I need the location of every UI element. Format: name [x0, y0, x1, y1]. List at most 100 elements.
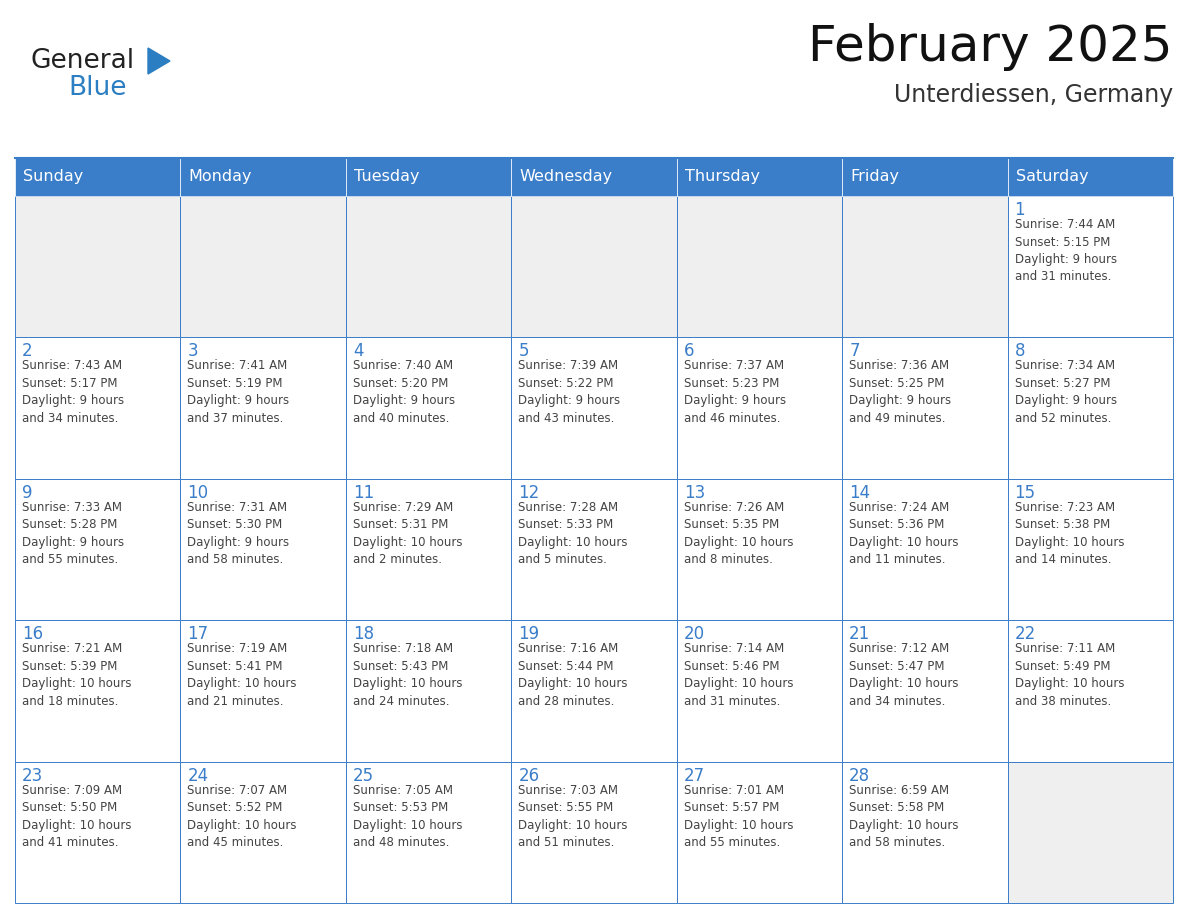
- Text: Daylight: 9 hours: Daylight: 9 hours: [188, 536, 290, 549]
- Text: Friday: Friday: [851, 170, 899, 185]
- Text: Daylight: 10 hours: Daylight: 10 hours: [353, 677, 462, 690]
- Text: 6: 6: [684, 342, 694, 361]
- Text: 1: 1: [1015, 201, 1025, 219]
- Text: 12: 12: [518, 484, 539, 502]
- Text: 27: 27: [684, 767, 704, 785]
- Text: Saturday: Saturday: [1016, 170, 1088, 185]
- Bar: [511, 479, 677, 621]
- Bar: [15, 338, 181, 479]
- Text: Daylight: 9 hours: Daylight: 9 hours: [1015, 253, 1117, 266]
- Text: Sunset: 5:33 PM: Sunset: 5:33 PM: [518, 519, 613, 532]
- Text: Sunset: 5:17 PM: Sunset: 5:17 PM: [23, 377, 118, 390]
- Text: Sunrise: 7:41 AM: Sunrise: 7:41 AM: [188, 360, 287, 373]
- Text: 11: 11: [353, 484, 374, 502]
- Text: Daylight: 10 hours: Daylight: 10 hours: [518, 819, 627, 832]
- Text: Daylight: 10 hours: Daylight: 10 hours: [518, 677, 627, 690]
- Text: Blue: Blue: [68, 75, 126, 101]
- Bar: [842, 158, 1007, 196]
- Bar: [842, 196, 1007, 338]
- Text: Sunrise: 7:34 AM: Sunrise: 7:34 AM: [1015, 360, 1114, 373]
- Text: Sunset: 5:52 PM: Sunset: 5:52 PM: [188, 801, 283, 814]
- Text: Sunset: 5:36 PM: Sunset: 5:36 PM: [849, 519, 944, 532]
- Text: and 11 minutes.: and 11 minutes.: [849, 554, 946, 566]
- Text: Tuesday: Tuesday: [354, 170, 419, 185]
- Bar: [346, 338, 511, 479]
- Bar: [1007, 338, 1173, 479]
- Bar: [842, 338, 1007, 479]
- Text: Daylight: 9 hours: Daylight: 9 hours: [518, 395, 620, 408]
- Bar: [181, 196, 346, 338]
- Text: Sunset: 5:28 PM: Sunset: 5:28 PM: [23, 519, 118, 532]
- Text: Sunset: 5:50 PM: Sunset: 5:50 PM: [23, 801, 118, 814]
- Text: and 37 minutes.: and 37 minutes.: [188, 412, 284, 425]
- Text: and 41 minutes.: and 41 minutes.: [23, 836, 119, 849]
- Text: Daylight: 10 hours: Daylight: 10 hours: [849, 536, 959, 549]
- Text: and 21 minutes.: and 21 minutes.: [188, 695, 284, 708]
- Text: Sunset: 5:22 PM: Sunset: 5:22 PM: [518, 377, 614, 390]
- Text: 24: 24: [188, 767, 209, 785]
- Text: Sunset: 5:41 PM: Sunset: 5:41 PM: [188, 660, 283, 673]
- Text: 13: 13: [684, 484, 704, 502]
- Text: Sunrise: 7:33 AM: Sunrise: 7:33 AM: [23, 501, 122, 514]
- Text: Sunrise: 7:05 AM: Sunrise: 7:05 AM: [353, 784, 453, 797]
- Text: Sunset: 5:35 PM: Sunset: 5:35 PM: [684, 519, 779, 532]
- Text: 23: 23: [23, 767, 43, 785]
- Bar: [511, 762, 677, 903]
- Text: and 55 minutes.: and 55 minutes.: [23, 554, 119, 566]
- Bar: [677, 479, 842, 621]
- Text: 22: 22: [1015, 625, 1036, 644]
- Text: Sunset: 5:30 PM: Sunset: 5:30 PM: [188, 519, 283, 532]
- Text: and 52 minutes.: and 52 minutes.: [1015, 412, 1111, 425]
- Bar: [842, 479, 1007, 621]
- Text: Daylight: 10 hours: Daylight: 10 hours: [23, 677, 132, 690]
- Text: and 48 minutes.: and 48 minutes.: [353, 836, 449, 849]
- Bar: [346, 196, 511, 338]
- Text: Sunday: Sunday: [24, 170, 83, 185]
- Text: and 40 minutes.: and 40 minutes.: [353, 412, 449, 425]
- Bar: [677, 158, 842, 196]
- Text: 2: 2: [23, 342, 32, 361]
- Text: and 49 minutes.: and 49 minutes.: [849, 412, 946, 425]
- Bar: [1007, 158, 1173, 196]
- Text: Daylight: 10 hours: Daylight: 10 hours: [849, 819, 959, 832]
- Text: February 2025: February 2025: [809, 23, 1173, 71]
- Text: 15: 15: [1015, 484, 1036, 502]
- Text: Sunset: 5:49 PM: Sunset: 5:49 PM: [1015, 660, 1110, 673]
- Bar: [346, 158, 511, 196]
- Bar: [1007, 196, 1173, 338]
- Text: Daylight: 9 hours: Daylight: 9 hours: [188, 395, 290, 408]
- Text: Daylight: 10 hours: Daylight: 10 hours: [188, 677, 297, 690]
- Text: Wednesday: Wednesday: [519, 170, 613, 185]
- Text: Sunset: 5:15 PM: Sunset: 5:15 PM: [1015, 236, 1110, 249]
- Text: Sunset: 5:27 PM: Sunset: 5:27 PM: [1015, 377, 1110, 390]
- Text: Unterdiessen, Germany: Unterdiessen, Germany: [893, 83, 1173, 107]
- Text: Sunrise: 7:21 AM: Sunrise: 7:21 AM: [23, 643, 122, 655]
- Bar: [1007, 479, 1173, 621]
- Text: and 31 minutes.: and 31 minutes.: [684, 695, 781, 708]
- Bar: [15, 158, 181, 196]
- Text: Sunrise: 7:01 AM: Sunrise: 7:01 AM: [684, 784, 784, 797]
- Text: 16: 16: [23, 625, 43, 644]
- Text: Sunrise: 7:03 AM: Sunrise: 7:03 AM: [518, 784, 618, 797]
- Text: 3: 3: [188, 342, 198, 361]
- Bar: [677, 338, 842, 479]
- Bar: [677, 621, 842, 762]
- Text: and 51 minutes.: and 51 minutes.: [518, 836, 614, 849]
- Bar: [15, 762, 181, 903]
- Text: 5: 5: [518, 342, 529, 361]
- Bar: [677, 196, 842, 338]
- Text: Sunset: 5:19 PM: Sunset: 5:19 PM: [188, 377, 283, 390]
- Text: Sunrise: 7:37 AM: Sunrise: 7:37 AM: [684, 360, 784, 373]
- Text: Daylight: 10 hours: Daylight: 10 hours: [353, 536, 462, 549]
- Bar: [346, 762, 511, 903]
- Bar: [346, 621, 511, 762]
- Text: and 24 minutes.: and 24 minutes.: [353, 695, 449, 708]
- Text: Daylight: 10 hours: Daylight: 10 hours: [1015, 677, 1124, 690]
- Text: 17: 17: [188, 625, 209, 644]
- Text: Sunrise: 7:36 AM: Sunrise: 7:36 AM: [849, 360, 949, 373]
- Text: Daylight: 10 hours: Daylight: 10 hours: [353, 819, 462, 832]
- Text: and 43 minutes.: and 43 minutes.: [518, 412, 614, 425]
- Text: 14: 14: [849, 484, 871, 502]
- Text: and 55 minutes.: and 55 minutes.: [684, 836, 781, 849]
- Text: Daylight: 10 hours: Daylight: 10 hours: [684, 536, 794, 549]
